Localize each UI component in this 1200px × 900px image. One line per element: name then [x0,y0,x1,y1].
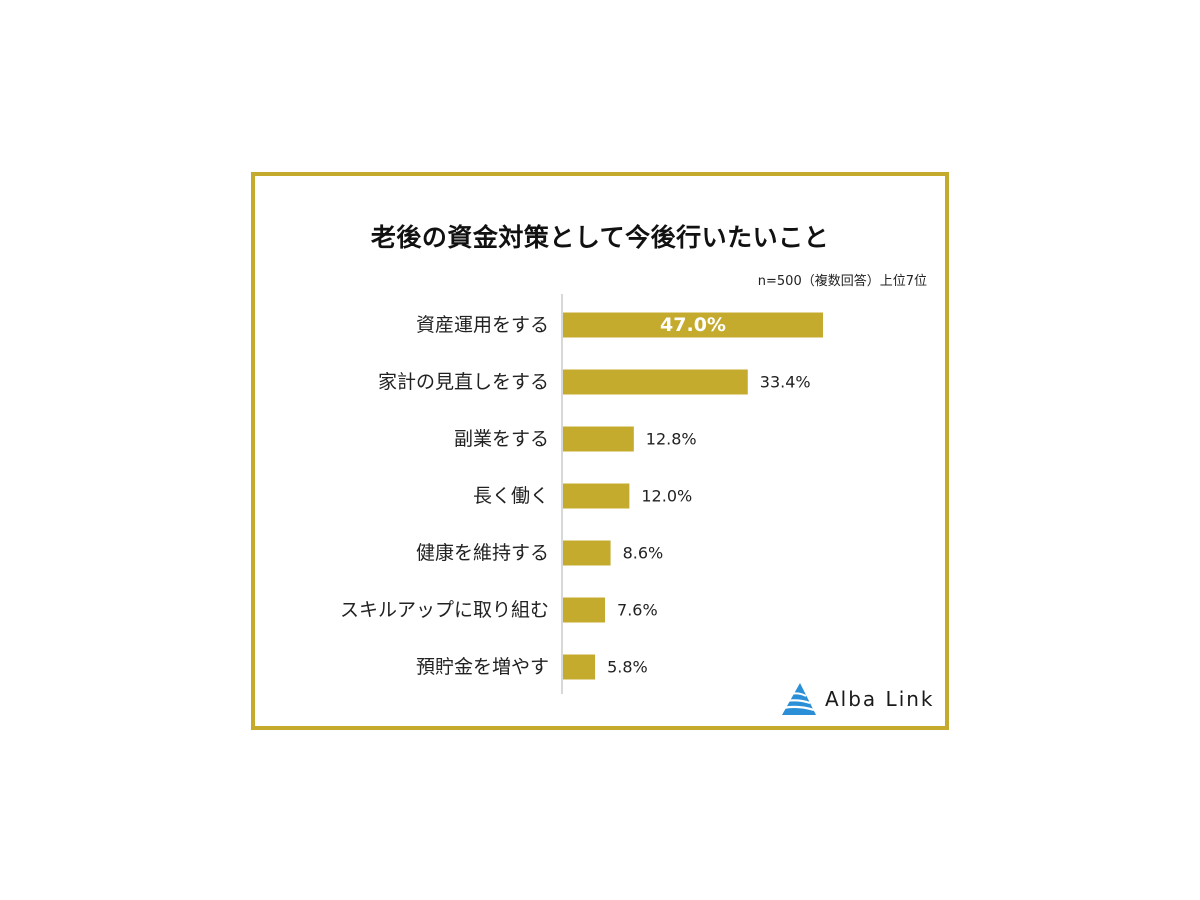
value-label: 12.8% [646,430,697,449]
chart-title: 老後の資金対策として今後行いたいこと [370,223,830,252]
alba-link-logo-icon [782,683,816,715]
value-label: 47.0% [660,314,726,336]
brand-name: Alba Link [825,687,935,711]
category-label: 資産運用をする [416,314,549,336]
bar [563,312,823,338]
category-label: 預貯金を増やす [416,656,549,678]
sample-note: n=500（複数回答）上位7位 [757,274,927,289]
value-label: 5.8% [607,658,648,677]
bar-chart-plot: 資産運用をする 47.0% 家計の見直しをする 33.4% 副業をする 12.8% 長く働く… [340,294,823,694]
value-label: 7.6% [617,601,658,620]
bar [563,483,630,509]
category-label: 健康を維持する [416,542,549,564]
bar [563,369,748,395]
bar [563,597,606,623]
category-label: 長く働く [473,485,549,507]
bar [563,426,634,452]
bar [563,654,596,680]
category-label: スキルアップに取り組む [340,599,549,621]
chart-frame: 老後の資金対策として今後行いたいこと n=500（複数回答）上位7位 資産運用を… [251,172,949,730]
category-label: 家計の見直しをする [378,371,549,393]
value-label: 33.4% [760,373,811,392]
category-label: 副業をする [454,428,549,450]
value-label: 12.0% [641,487,692,506]
value-label: 8.6% [623,544,664,563]
bar [563,540,611,566]
brand-logo: Alba Link [780,681,940,717]
